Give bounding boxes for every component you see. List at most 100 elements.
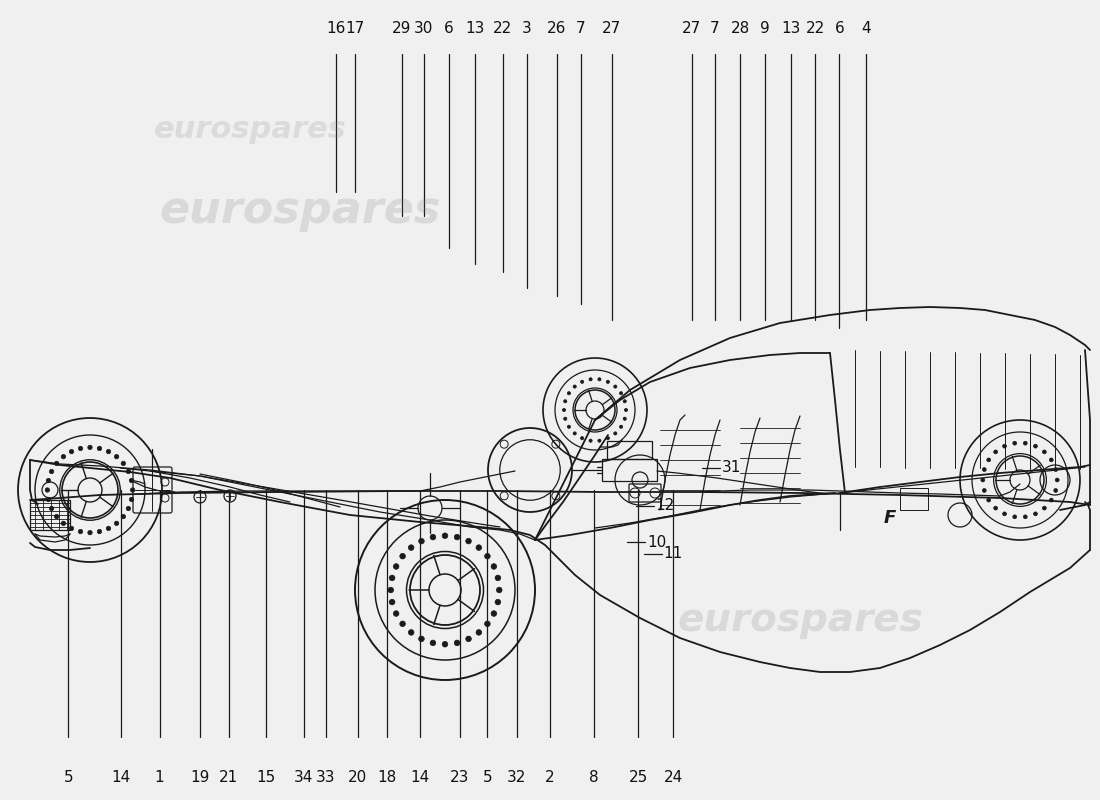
Text: 2: 2: [546, 770, 554, 785]
Text: 19: 19: [190, 770, 210, 785]
Text: 14: 14: [111, 770, 131, 785]
Circle shape: [78, 530, 82, 534]
Circle shape: [485, 554, 491, 559]
Circle shape: [496, 587, 502, 593]
Circle shape: [62, 454, 66, 459]
Text: 12: 12: [656, 498, 675, 513]
Circle shape: [97, 530, 101, 534]
Text: 5: 5: [64, 770, 73, 785]
Circle shape: [78, 446, 82, 450]
Circle shape: [1013, 515, 1016, 518]
Circle shape: [614, 385, 617, 388]
Circle shape: [625, 408, 628, 411]
Circle shape: [987, 458, 991, 462]
Circle shape: [114, 454, 119, 459]
Circle shape: [588, 439, 592, 442]
Circle shape: [130, 498, 134, 502]
Text: 34: 34: [294, 770, 313, 785]
Circle shape: [55, 514, 59, 518]
Circle shape: [50, 506, 54, 510]
Circle shape: [573, 385, 576, 388]
Text: 3: 3: [522, 21, 531, 36]
Circle shape: [107, 526, 111, 530]
Circle shape: [1034, 444, 1037, 448]
Circle shape: [1054, 489, 1057, 493]
Text: 10: 10: [647, 535, 667, 550]
Circle shape: [408, 545, 414, 550]
Text: 31: 31: [722, 461, 741, 475]
Circle shape: [454, 640, 460, 646]
Circle shape: [62, 521, 66, 526]
Circle shape: [606, 437, 609, 440]
Text: 6: 6: [835, 21, 844, 36]
Circle shape: [1034, 512, 1037, 516]
Circle shape: [495, 575, 500, 581]
Circle shape: [581, 380, 584, 383]
Circle shape: [597, 378, 601, 381]
Circle shape: [619, 392, 623, 395]
Text: 32: 32: [507, 770, 527, 785]
Circle shape: [586, 401, 604, 419]
Bar: [602, 459, 657, 481]
Circle shape: [1023, 442, 1027, 445]
Circle shape: [442, 533, 448, 538]
Circle shape: [614, 432, 617, 435]
Circle shape: [88, 445, 92, 450]
Text: 8: 8: [590, 770, 598, 785]
Circle shape: [46, 498, 51, 502]
Text: 1: 1: [155, 770, 164, 785]
Circle shape: [465, 538, 471, 544]
Circle shape: [993, 506, 998, 510]
Circle shape: [1055, 478, 1059, 482]
Circle shape: [581, 437, 584, 440]
Text: 15: 15: [256, 770, 276, 785]
Text: 7: 7: [576, 21, 585, 36]
Text: eurospares: eurospares: [154, 115, 346, 145]
Text: 21: 21: [219, 770, 239, 785]
Circle shape: [568, 425, 571, 428]
Circle shape: [429, 574, 461, 606]
Text: 22: 22: [805, 21, 825, 36]
Circle shape: [55, 462, 59, 466]
Text: 28: 28: [730, 21, 750, 36]
Text: 29: 29: [392, 21, 411, 36]
Circle shape: [573, 432, 576, 435]
Circle shape: [606, 380, 609, 383]
Circle shape: [562, 408, 565, 411]
Text: 27: 27: [602, 21, 621, 36]
Circle shape: [597, 439, 601, 442]
Circle shape: [394, 610, 399, 616]
Circle shape: [419, 538, 425, 544]
Circle shape: [88, 530, 92, 535]
Text: F: F: [884, 509, 896, 527]
Text: 11: 11: [663, 546, 683, 561]
Circle shape: [1023, 515, 1027, 518]
Circle shape: [1043, 450, 1046, 454]
Circle shape: [388, 587, 394, 593]
Circle shape: [568, 392, 571, 395]
Text: 9: 9: [760, 21, 769, 36]
Circle shape: [982, 467, 987, 471]
Circle shape: [78, 478, 102, 502]
Circle shape: [485, 621, 491, 626]
Bar: [900, 488, 928, 510]
Circle shape: [1013, 442, 1016, 445]
Circle shape: [69, 526, 74, 530]
Circle shape: [491, 564, 497, 570]
Circle shape: [1002, 512, 1006, 516]
Circle shape: [430, 534, 436, 540]
Circle shape: [982, 489, 987, 493]
Circle shape: [563, 417, 566, 420]
Circle shape: [50, 470, 54, 474]
Text: 7: 7: [711, 21, 719, 36]
Circle shape: [619, 425, 623, 428]
Circle shape: [1043, 506, 1046, 510]
Text: 4: 4: [861, 21, 870, 36]
Circle shape: [126, 470, 131, 474]
Circle shape: [389, 575, 395, 581]
Circle shape: [97, 446, 101, 450]
Text: 23: 23: [450, 770, 470, 785]
Circle shape: [563, 400, 566, 403]
Circle shape: [623, 400, 626, 403]
Circle shape: [1010, 470, 1030, 490]
